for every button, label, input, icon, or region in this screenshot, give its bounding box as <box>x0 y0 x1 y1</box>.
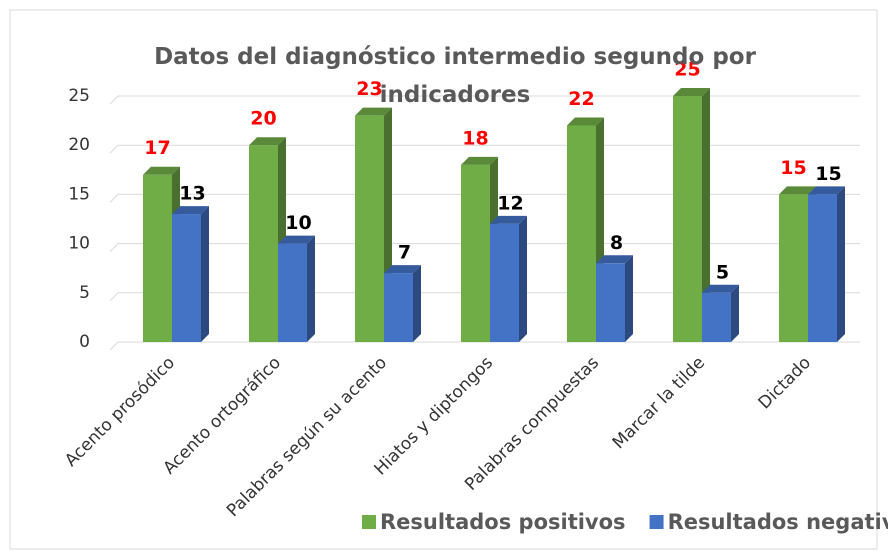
bar <box>172 206 209 342</box>
bar-side <box>702 88 710 342</box>
legend-swatch <box>362 515 376 529</box>
bar-top <box>355 107 392 116</box>
bar <box>490 215 527 342</box>
bar <box>702 284 739 342</box>
data-label: 23 <box>356 78 382 100</box>
legend-label: Resultados positivos <box>380 510 626 534</box>
data-label: 15 <box>780 157 806 179</box>
data-label: 5 <box>716 261 729 283</box>
data-label: 8 <box>610 232 623 254</box>
bar-front <box>490 223 519 342</box>
bar <box>384 265 421 342</box>
legend-label: Resultados negativos <box>668 510 888 534</box>
bar-top <box>172 206 209 215</box>
bar-front <box>143 174 172 342</box>
bar <box>278 235 315 342</box>
grid-line <box>109 193 860 203</box>
bar-front <box>808 194 837 342</box>
bar-top <box>567 117 604 126</box>
y-tick-label: 25 <box>68 86 90 106</box>
bar-front <box>596 263 625 342</box>
bar-top <box>461 156 498 165</box>
data-label: 17 <box>144 137 170 159</box>
data-label: 12 <box>497 192 523 214</box>
data-label: 15 <box>815 163 841 185</box>
y-tick-label: 10 <box>68 234 90 254</box>
bar-top <box>596 255 633 264</box>
bar-top <box>673 88 710 96</box>
bar <box>355 107 392 343</box>
data-label: 18 <box>462 127 488 149</box>
bar-front <box>278 243 307 342</box>
bar <box>596 255 633 342</box>
bar <box>673 88 710 342</box>
bar-front <box>249 145 278 342</box>
data-label: 10 <box>285 212 311 234</box>
legend-swatch <box>649 515 664 529</box>
bar-top <box>143 166 180 175</box>
bar-top <box>278 235 315 244</box>
bar-front <box>172 214 201 342</box>
bar-top <box>384 265 421 274</box>
y-tick-label: 5 <box>79 283 90 303</box>
chart-title: Datos del diagnóstico intermedio segundo… <box>154 44 756 108</box>
bar <box>808 186 845 342</box>
bar-top <box>808 186 845 195</box>
data-label: 13 <box>179 183 205 205</box>
grid-line <box>109 95 860 105</box>
bar-side <box>837 186 845 342</box>
bar-side <box>307 235 315 342</box>
bar-top <box>490 215 527 224</box>
bar-front <box>702 292 731 342</box>
grid-line <box>109 144 860 154</box>
bar-front <box>384 273 413 342</box>
bar-front <box>779 194 808 342</box>
y-tick-label: 15 <box>68 184 90 204</box>
bar-side <box>625 255 633 342</box>
bar-top <box>702 284 739 293</box>
data-label: 22 <box>568 88 594 110</box>
bar-side <box>201 206 209 342</box>
bar-top <box>779 186 816 195</box>
y-tick-label: 0 <box>79 332 90 352</box>
bar-side <box>519 215 527 342</box>
bar-front <box>567 125 596 343</box>
bar-front <box>673 96 702 342</box>
grid-line <box>109 243 860 252</box>
data-label: 20 <box>250 108 276 130</box>
y-tick-label: 20 <box>68 135 90 155</box>
data-label: 25 <box>674 59 700 81</box>
bar-side <box>731 284 739 342</box>
bar <box>461 156 498 342</box>
bar-front <box>355 115 384 343</box>
bar-top <box>249 137 286 146</box>
bar-front <box>461 164 490 342</box>
bar-side <box>413 265 421 342</box>
data-label: 7 <box>398 242 411 264</box>
